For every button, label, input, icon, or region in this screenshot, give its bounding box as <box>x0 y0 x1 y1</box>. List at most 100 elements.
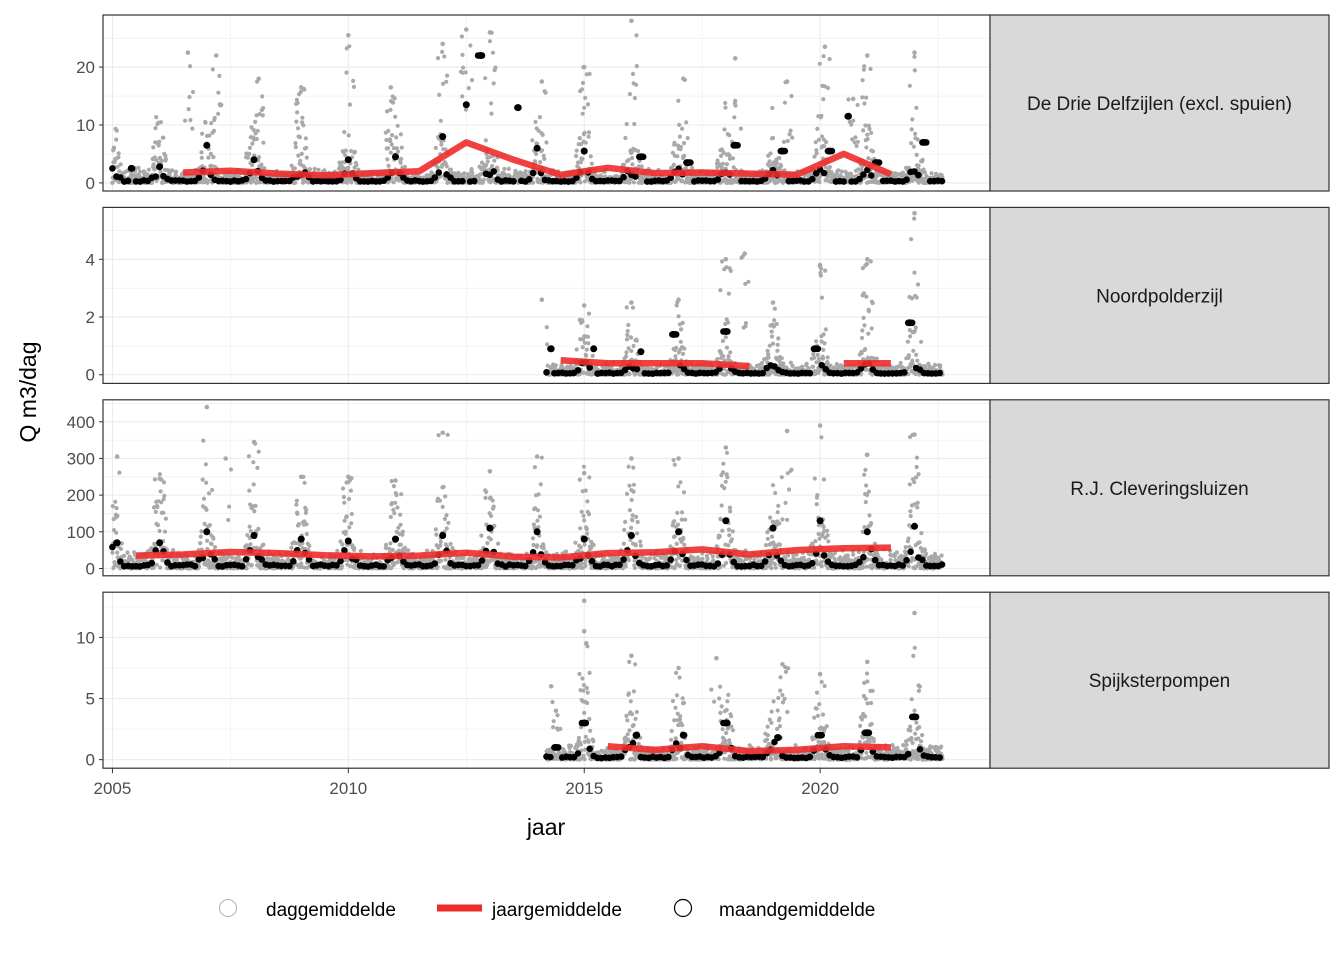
daily-point <box>589 161 594 166</box>
daily-point <box>294 502 299 507</box>
daily-point <box>460 52 465 58</box>
daily-point <box>217 73 222 78</box>
daily-point <box>817 262 823 268</box>
daily-point <box>823 178 828 183</box>
daily-point <box>187 94 192 100</box>
daily-point <box>914 105 919 110</box>
daily-point <box>542 156 547 161</box>
daily-point <box>203 462 208 467</box>
daily-point <box>624 121 629 127</box>
monthly-point <box>490 168 498 175</box>
daily-point <box>634 82 639 87</box>
daily-point <box>767 159 772 164</box>
daily-point <box>823 268 828 273</box>
daily-point <box>384 137 389 143</box>
daily-point <box>725 320 731 325</box>
daily-point <box>207 523 212 528</box>
daily-point <box>724 345 730 350</box>
daily-point <box>912 210 917 216</box>
daily-point <box>343 148 348 153</box>
y-tick-label: 20 <box>76 58 95 77</box>
monthly-point <box>906 319 914 327</box>
daily-point <box>256 76 262 81</box>
monthly-point <box>868 172 875 179</box>
daily-point <box>211 128 217 133</box>
daily-point <box>715 357 720 362</box>
daily-point <box>256 449 261 454</box>
daily-point <box>444 79 449 84</box>
monthly-point <box>620 173 627 181</box>
daily-point <box>586 130 592 135</box>
daily-point <box>678 339 683 344</box>
daily-point <box>393 114 398 119</box>
daily-point <box>559 362 564 368</box>
daily-point <box>727 153 732 158</box>
daily-point <box>626 157 631 163</box>
daily-point <box>155 522 161 528</box>
daily-point <box>850 137 855 142</box>
daily-point <box>394 135 399 140</box>
daily-point <box>855 139 861 144</box>
daily-point <box>912 216 917 221</box>
daily-point <box>114 128 119 133</box>
daily-point <box>250 162 255 168</box>
daily-point <box>631 343 636 349</box>
daily-point <box>247 524 252 529</box>
daily-point <box>445 73 450 78</box>
monthly-point <box>670 330 678 338</box>
daily-point <box>864 261 870 267</box>
daily-point <box>199 529 204 534</box>
daily-point <box>577 136 582 141</box>
daily-point <box>829 170 834 175</box>
daily-point <box>199 150 204 155</box>
daily-point <box>530 180 536 185</box>
daily-point <box>115 550 120 555</box>
daily-point <box>211 536 216 541</box>
daily-point <box>812 154 817 159</box>
daily-point <box>580 156 585 161</box>
daily-point <box>384 109 390 114</box>
daily-point <box>152 477 157 482</box>
daily-point <box>862 323 867 328</box>
monthly-point <box>124 177 132 185</box>
monthly-point <box>533 144 541 152</box>
daily-point <box>759 360 765 366</box>
daily-point <box>583 140 588 145</box>
daily-point <box>343 153 348 158</box>
daily-point <box>183 118 188 123</box>
daily-point <box>209 541 214 547</box>
daily-point <box>677 134 683 139</box>
daily-point <box>733 103 738 108</box>
daily-point <box>489 101 494 106</box>
daily-point <box>388 150 393 155</box>
monthly-point <box>637 153 645 161</box>
daily-point <box>485 159 490 164</box>
monthly-point <box>778 147 786 155</box>
daily-point <box>732 56 738 61</box>
daily-point <box>866 123 872 128</box>
monthly-point <box>476 52 484 59</box>
daily-point <box>722 127 727 132</box>
monthly-point <box>903 176 910 183</box>
y-tick-label: 4 <box>86 250 95 269</box>
daily-point <box>581 303 587 308</box>
daily-point <box>627 371 632 376</box>
daily-point <box>811 352 816 357</box>
daily-point <box>827 164 833 170</box>
daily-point <box>579 87 585 92</box>
daily-point <box>626 322 631 328</box>
monthly-point <box>242 175 250 183</box>
daily-point <box>391 146 396 151</box>
daily-point <box>304 145 309 150</box>
monthly-point <box>525 176 533 183</box>
daily-point <box>814 151 819 156</box>
daily-point <box>685 136 690 141</box>
daily-point <box>865 132 870 137</box>
daily-point <box>347 44 352 49</box>
daily-point <box>781 139 787 144</box>
monthly-point <box>574 367 582 374</box>
daily-point <box>746 279 751 284</box>
daily-point <box>248 542 253 547</box>
daily-point <box>866 309 872 314</box>
